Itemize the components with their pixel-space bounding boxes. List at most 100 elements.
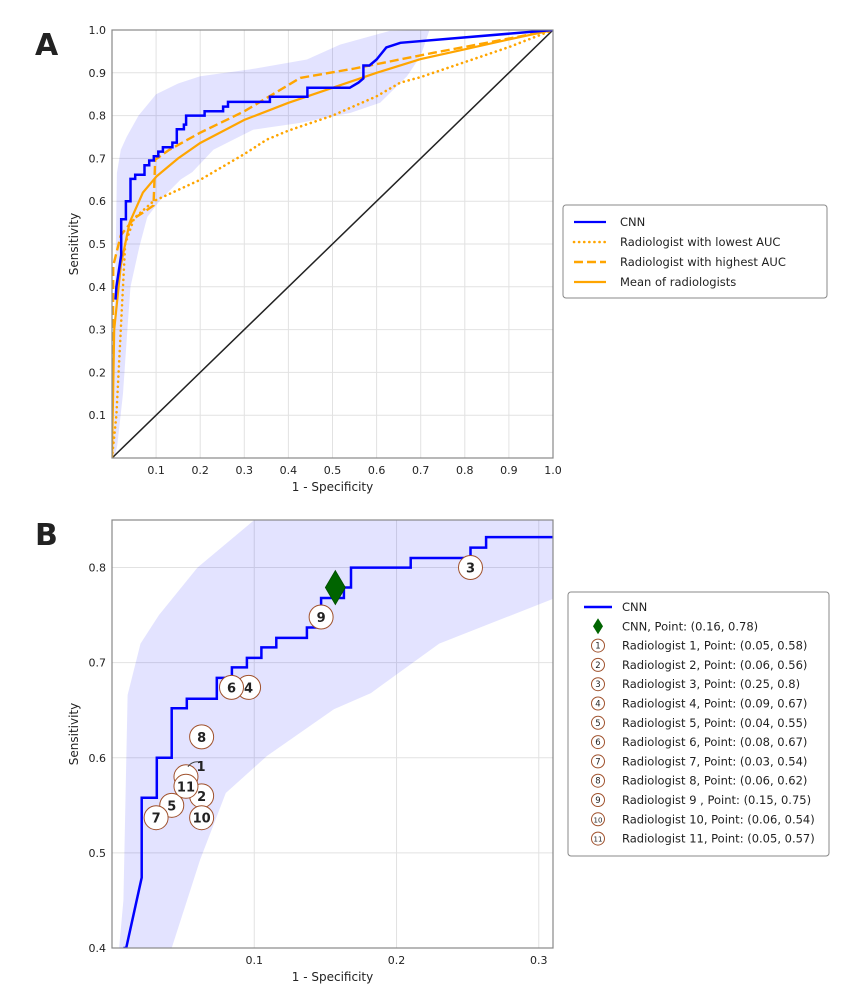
legend-marker-icon — [591, 657, 605, 672]
legend-marker-number: 4 — [595, 700, 600, 710]
x-tick-label: 0.4 — [280, 464, 298, 477]
plot-panel-b: 0.1 0.2 0.3 0.4 0.5 0.6 0.7 0.8 1 - Specificity S… — [67, 519, 554, 984]
radiologist-marker-3: 3 — [457, 555, 483, 581]
y-tick-label: 0.4 — [89, 942, 107, 955]
y-tick-label: 0.2 — [89, 366, 107, 379]
legend-entry: CNN, Point: (0.16, 0.78) — [622, 619, 758, 633]
legend-entry: CNN — [620, 215, 645, 229]
y-tick-label: 0.9 — [89, 67, 107, 80]
legend-entry: Radiologist with lowest AUC — [620, 235, 780, 249]
y-tick-label: 0.5 — [89, 847, 107, 860]
legend-marker-number: 8 — [595, 777, 600, 787]
y-axis-label: Sensitivity — [67, 703, 81, 765]
marker-circle — [308, 604, 334, 630]
legend-entry: Radiologist 10, Point: (0.06, 0.54) — [622, 812, 815, 826]
marker-number: 11 — [177, 780, 195, 795]
x-tick-label: 0.2 — [191, 464, 209, 477]
legend-marker-icon — [591, 793, 605, 807]
marker-number: 6 — [227, 681, 236, 696]
x-tick-label: 0.3 — [530, 954, 548, 967]
legend-marker-number: 11 — [594, 836, 603, 844]
marker-circle — [143, 805, 169, 831]
y-tick-label: 0.3 — [89, 324, 107, 337]
legend-entry: Radiologist 8, Point: (0.06, 0.62) — [622, 774, 807, 788]
legend-marker-icon — [591, 754, 605, 769]
radiologist-marker-7: 7 — [143, 805, 169, 831]
y-tick-label: 0.5 — [89, 238, 107, 251]
marker-number: 5 — [167, 799, 176, 814]
y-tick-label: 0.7 — [89, 657, 107, 670]
radiologist-marker-10: 10 — [189, 805, 215, 831]
radiologist-marker-11: 11 — [173, 773, 199, 799]
x-tick-label: 1.0 — [544, 464, 562, 477]
legend-marker-number: 6 — [595, 738, 600, 748]
legend-marker-icon — [591, 812, 605, 827]
legend-entry: Radiologist 7, Point: (0.03, 0.54) — [622, 754, 807, 768]
y-tick-label: 0.6 — [89, 752, 107, 765]
plot-area: 1 3 9 46 8 2 10 57 11 — [117, 520, 553, 948]
y-tick-label: 0.8 — [89, 562, 107, 575]
y-tick-label: 0.1 — [89, 409, 107, 422]
x-tick-label: 0.8 — [456, 464, 474, 477]
legend-marker-icon — [591, 715, 605, 730]
x-tick-label: 0.7 — [412, 464, 430, 477]
series-line-radiologist-with-lowest-auc — [112, 30, 553, 458]
marker-number: 10 — [193, 812, 211, 827]
marker-circle — [173, 773, 199, 799]
radiologist-marker-9: 9 — [308, 604, 334, 630]
series-line-mean-of-radiologists — [112, 30, 553, 458]
marker-number: 1 — [196, 760, 205, 775]
y-tick-label: 0.4 — [89, 281, 107, 294]
legend-marker-icon — [591, 677, 605, 692]
legend-marker-number: 5 — [595, 719, 600, 729]
legend-entry: Radiologist 4, Point: (0.09, 0.67) — [622, 697, 807, 711]
x-axis-label: 1 - Specificity — [292, 970, 373, 984]
radiologist-marker-8: 8 — [189, 724, 215, 750]
legend-marker-number: 10 — [594, 816, 603, 824]
x-tick-label: 0.1 — [147, 464, 165, 477]
marker-circle — [189, 724, 215, 750]
cnn-operating-point-diamond — [324, 569, 346, 606]
legend-entry: Radiologist 5, Point: (0.04, 0.55) — [622, 716, 807, 730]
marker-circle — [457, 555, 483, 581]
radiologist-marker-6: 6 — [218, 674, 244, 700]
chance-diagonal-line — [112, 30, 553, 458]
legend-b: CNN CNN, Point: (0.16, 0.78) 1 Radiologist … — [567, 591, 830, 857]
plot-panel-a: 0.1 0.2 0.3 0.4 0.5 0.6 0.7 0.8 0.9 1.0 0.1 0.2 0.3 0… — [67, 24, 562, 494]
panel-label-b: B — [35, 518, 58, 553]
legend-frame — [567, 591, 830, 857]
marker-circle — [189, 805, 215, 831]
legend-marker-number: 7 — [595, 757, 600, 767]
x-tick-label: 0.1 — [246, 954, 264, 967]
y-tick-label: 0.8 — [89, 110, 107, 123]
x-tick-label: 0.5 — [324, 464, 342, 477]
legend-marker-number: 2 — [595, 661, 600, 671]
legend-marker-icon — [591, 773, 605, 788]
legend-entry: Radiologist 11, Point: (0.05, 0.57) — [622, 832, 815, 846]
legend-marker-number: 9 — [595, 796, 600, 806]
legend-entry: Radiologist 1, Point: (0.05, 0.58) — [622, 639, 807, 653]
marker-number: 7 — [152, 812, 161, 827]
panel-label-a: A — [35, 28, 59, 63]
marker-circle — [218, 674, 244, 700]
legend-entry: Radiologist 9 , Point: (0.15, 0.75) — [622, 793, 811, 807]
legend-marker-icon — [591, 696, 605, 711]
annotation-leader — [187, 761, 198, 768]
legend-entry: Radiologist 2, Point: (0.06, 0.56) — [622, 658, 807, 672]
y-tick-label: 0.7 — [89, 152, 107, 165]
marker-number: 2 — [197, 790, 206, 805]
series-line-radiologist-with-highest-auc — [112, 30, 553, 458]
legend-entry: Radiologist 6, Point: (0.08, 0.67) — [622, 735, 807, 749]
legend-diamond-icon — [593, 618, 603, 635]
series-line-cnn — [123, 535, 553, 948]
cnn-confidence-band — [117, 520, 553, 948]
legend-frame — [562, 204, 828, 299]
legend-marker-number: 1 — [595, 642, 600, 652]
plot-frame — [111, 519, 554, 949]
marker-number: 4 — [244, 681, 253, 696]
legend-entry: Radiologist with highest AUC — [620, 255, 786, 269]
legend-marker-icon — [591, 735, 605, 750]
series-line-cnn — [114, 30, 553, 300]
legend-entry: Mean of radiologists — [620, 275, 736, 289]
